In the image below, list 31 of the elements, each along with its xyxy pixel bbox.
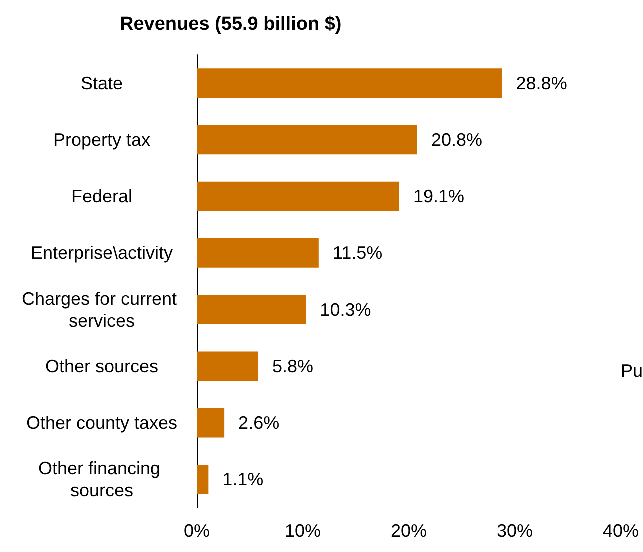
annotation: Pu (620, 361, 643, 381)
data-label: 19.1% (413, 186, 465, 207)
bar (197, 238, 319, 268)
data-label: 20.8% (431, 130, 483, 150)
data-label: 2.6% (238, 413, 280, 434)
y-tick-label: State (80, 73, 124, 94)
bar (197, 352, 258, 382)
x-tick-label: 30% (496, 521, 534, 541)
y-tick-label: Other county taxes (26, 413, 178, 434)
data-label: 10.3% (320, 300, 372, 320)
data-label: 11.5% (332, 243, 383, 264)
bar (197, 295, 306, 325)
x-tick-label: 0% (184, 521, 210, 541)
y-tick-label: Charges for current services (22, 288, 182, 331)
bar (197, 408, 225, 438)
bar (197, 68, 502, 98)
y-tick-label: Other financing sources (38, 458, 166, 501)
data-label: 1.1% (222, 470, 264, 490)
bar (197, 464, 209, 494)
bar (197, 182, 400, 212)
y-tick-label: Property tax (53, 130, 151, 150)
x-tick-label: 40% (602, 521, 640, 541)
y-tick-label: Other sources (45, 356, 159, 376)
y-tick-label: Federal (71, 186, 133, 207)
data-label: 28.8% (516, 73, 568, 94)
x-tick-label: 10% (284, 521, 322, 541)
data-label: 5.8% (272, 356, 314, 376)
chart-title: Revenues (55.9 billion $) (120, 14, 342, 35)
bar (197, 125, 418, 155)
x-tick-label: 20% (390, 521, 428, 541)
y-tick-label: Enterprise\activity (30, 243, 174, 264)
